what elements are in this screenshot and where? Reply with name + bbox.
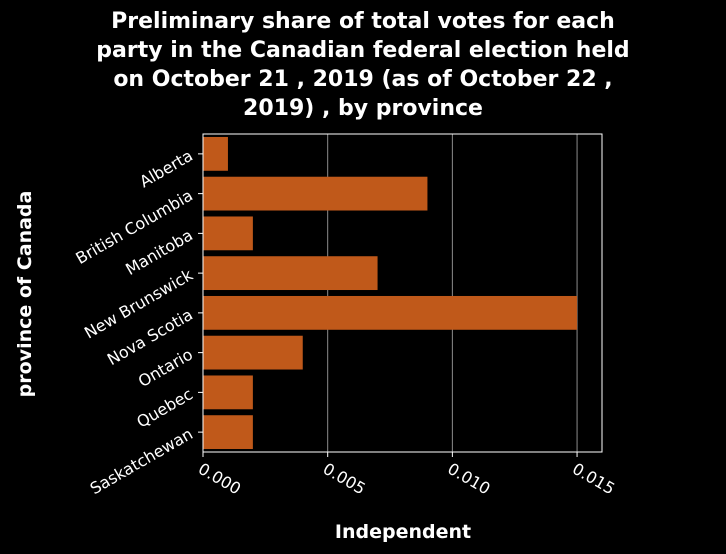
chart-title-line-4: 2019) , by province <box>243 96 483 121</box>
x-tick-label: 0.000 <box>195 459 244 498</box>
bar <box>203 335 303 370</box>
x-axis-title: Independent <box>335 521 471 543</box>
chart-title-line-3: on October 21 , 2019 (as of October 22 , <box>113 67 612 92</box>
bar <box>203 216 253 251</box>
x-tick-label: 0.015 <box>569 459 618 498</box>
bars <box>203 136 578 450</box>
y-axis-title: province of Canada <box>14 191 36 398</box>
x-tick-label: 0.010 <box>444 459 493 498</box>
chart-title: Preliminary share of total votes for eac… <box>96 9 629 121</box>
bar <box>203 136 228 171</box>
x-tick-label: 0.005 <box>320 459 369 498</box>
bar <box>203 295 578 330</box>
x-axis-ticks: 0.000 0.005 0.010 0.015 <box>195 452 618 498</box>
y-tick-label: Saskatchewan <box>87 424 196 498</box>
chart-title-line-2: party in the Canadian federal election h… <box>96 38 629 63</box>
bar <box>203 415 253 450</box>
bar <box>203 375 253 410</box>
y-tick-label: Alberta <box>136 146 196 191</box>
y-tick-label: Ontario <box>135 345 196 391</box>
bar <box>203 176 428 211</box>
plot-frame <box>202 133 603 453</box>
chart-title-line-1: Preliminary share of total votes for eac… <box>111 9 615 34</box>
bar <box>203 256 378 291</box>
